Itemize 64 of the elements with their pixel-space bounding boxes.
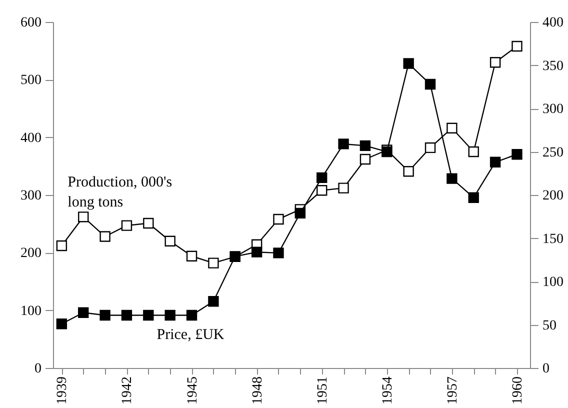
point — [121, 220, 132, 231]
point — [78, 307, 89, 318]
y2-tick-label: 400 — [542, 16, 564, 30]
point — [512, 40, 522, 52]
x-tick-label: 1945 — [185, 376, 200, 404]
y-tick-label: 300 — [20, 188, 42, 204]
y2-tick-label: 0 — [542, 362, 550, 376]
point — [338, 182, 349, 194]
y-tick-label: 500 — [20, 73, 42, 88]
point — [186, 310, 198, 321]
y2-tick-label: 300 — [542, 102, 564, 117]
x-tick-label: 1960 — [510, 376, 526, 404]
y-tick-label: 0 — [34, 362, 42, 376]
point — [446, 173, 458, 184]
point — [273, 248, 284, 258]
point — [164, 310, 176, 321]
point — [512, 149, 522, 160]
y-tick-label: 600 — [20, 16, 42, 30]
y-tick-label: 400 — [20, 130, 42, 146]
point — [56, 240, 68, 252]
series-label: Production, 000's long tons — [68, 174, 172, 211]
series-label: Price, £UK — [156, 327, 224, 344]
point — [403, 166, 414, 177]
point — [164, 236, 176, 246]
point — [468, 192, 479, 203]
point — [100, 231, 110, 242]
point — [56, 318, 68, 330]
x-tick-label: 1948 — [250, 376, 266, 404]
point — [143, 218, 154, 229]
point — [294, 208, 306, 219]
point — [490, 156, 501, 168]
point — [360, 154, 371, 165]
x-tick-label: 1957 — [445, 376, 460, 404]
y2-tick-label: 150 — [542, 232, 564, 247]
point — [468, 146, 479, 158]
point — [446, 122, 458, 134]
x-tick-label: 1954 — [380, 376, 396, 404]
y-tick-label: 200 — [20, 246, 42, 262]
y2-tick-label: 100 — [542, 275, 564, 290]
point — [273, 214, 284, 225]
point — [78, 212, 89, 222]
y-tick-label: 100 — [20, 304, 42, 319]
y2-tick-label: 350 — [542, 58, 564, 74]
point — [251, 246, 262, 258]
point — [360, 140, 371, 152]
point — [186, 250, 198, 262]
point — [100, 310, 110, 321]
point — [490, 57, 501, 68]
y2-tick-label: 50 — [542, 318, 556, 334]
x-tick-label: 1942 — [120, 376, 136, 404]
y2-tick-label: 200 — [542, 188, 564, 204]
y2-tick-label: 250 — [542, 145, 564, 160]
point — [316, 185, 328, 196]
point — [338, 138, 349, 150]
point — [403, 58, 414, 69]
x-tick-label: 1939 — [55, 376, 70, 404]
x-tick-label: 1951 — [315, 376, 330, 404]
point — [121, 310, 132, 321]
point — [424, 142, 436, 154]
point — [316, 172, 328, 184]
point — [208, 296, 219, 307]
point — [208, 258, 219, 268]
point — [424, 78, 436, 90]
point — [143, 310, 154, 321]
